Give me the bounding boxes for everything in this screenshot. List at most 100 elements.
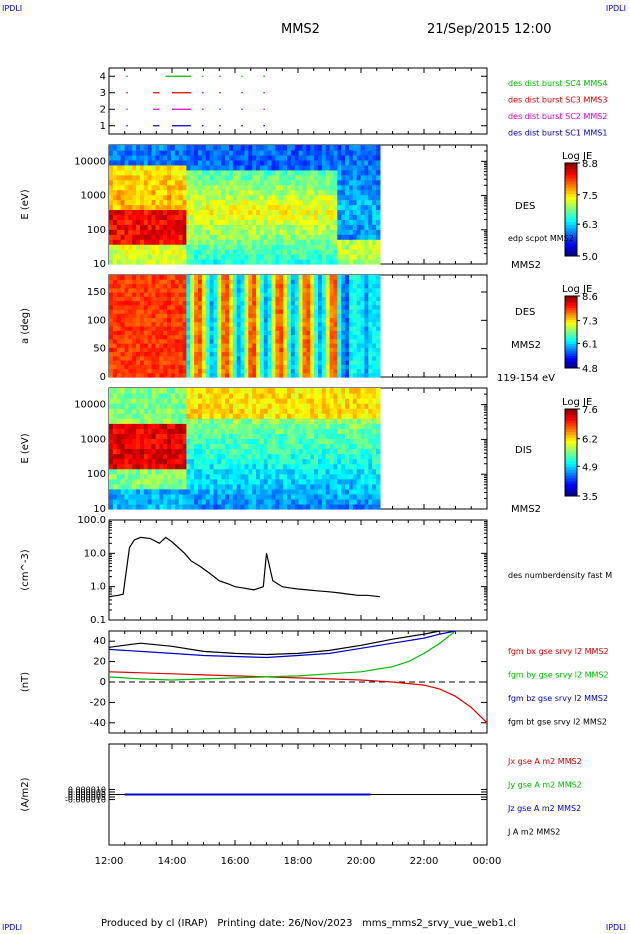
des-energy-cell <box>136 219 141 225</box>
dis-energy-cell <box>159 438 164 445</box>
dis-energy-cell <box>221 398 226 404</box>
des-pitch-cell <box>271 360 277 365</box>
des-energy-cell <box>128 199 133 206</box>
des-energy-cell <box>128 254 133 260</box>
des-pitch-cell <box>310 300 315 306</box>
des-energy-cell <box>143 229 149 235</box>
des-energy-cell <box>348 224 354 230</box>
des-pitch-cell <box>310 292 315 297</box>
des-pitch-cell <box>321 364 327 370</box>
des-energy-cell <box>360 244 366 250</box>
dis-energy-cell <box>190 458 195 465</box>
des-pitch-cell <box>167 360 172 365</box>
dis-energy-cell <box>259 388 265 394</box>
des-energy-cell <box>279 145 284 151</box>
des-pitch-cell <box>314 330 319 336</box>
des-pitch-cell <box>163 275 168 280</box>
des-energy-cell <box>333 179 338 186</box>
dis-energy-cell <box>252 468 257 475</box>
dis-energy-cell <box>228 388 234 394</box>
des-energy-cell <box>368 184 373 191</box>
dis-energy-cell <box>271 493 277 500</box>
dis-energy-cell <box>194 498 199 505</box>
des-energy-cell <box>352 209 358 216</box>
des-energy-cell <box>244 214 249 220</box>
des-energy-cell <box>256 204 261 211</box>
des-pitch-cell <box>244 360 249 365</box>
des-pitch-cell <box>298 355 304 361</box>
des-energy-cell <box>136 244 141 250</box>
des-pitch-cell <box>132 368 137 374</box>
des-pitch-cell <box>182 309 187 314</box>
des-energy-cell <box>209 209 215 216</box>
dis-energy-cell <box>136 393 141 399</box>
des-energy-cell <box>337 244 342 250</box>
des-energy-cell <box>209 244 215 250</box>
des-energy-label-mms: MMS2 <box>511 260 541 271</box>
dis-energy-cell <box>167 428 172 434</box>
des-energy-cell <box>364 194 369 201</box>
des-pitch-cell <box>333 372 338 378</box>
des-energy-cell <box>182 234 187 240</box>
des-energy-cell <box>178 234 184 240</box>
dis-energy-cell <box>155 388 160 394</box>
dis-energy-cell <box>221 393 226 399</box>
des-energy-cell <box>356 169 362 176</box>
des-energy-cell <box>163 169 168 176</box>
des-energy-cell <box>252 224 257 230</box>
dis-energy-cell <box>198 503 203 510</box>
des-pitch-cell <box>279 360 284 365</box>
dis-energy-cell <box>178 443 184 450</box>
dis-energy-cell <box>275 438 280 445</box>
dis-energy-cell <box>267 423 273 429</box>
des-pitch-cell <box>356 343 362 348</box>
des-pitch-cell <box>198 309 203 314</box>
dis-energy-cell <box>194 453 199 460</box>
des-pitch-cell <box>294 334 300 340</box>
des-energy-colorbar-cell <box>565 175 577 179</box>
des-energy-cell <box>225 194 230 201</box>
dis-energy-cell <box>263 473 269 480</box>
des-energy-cell <box>256 174 261 181</box>
des-pitch-cell <box>364 275 369 280</box>
dis-energy-cell <box>136 388 141 394</box>
des-pitch-cell <box>329 275 335 280</box>
des-pitch-cell <box>372 338 377 344</box>
des-pitch-cell <box>259 338 265 344</box>
dis-energy-cell <box>287 498 292 505</box>
dis-energy-cell <box>120 428 126 434</box>
des-pitch-cell <box>244 330 249 336</box>
des-energy-cell <box>112 145 118 151</box>
des-pitch-cell <box>256 296 261 302</box>
des-energy-cell <box>112 239 118 245</box>
dis-energy-cell <box>186 413 191 419</box>
dis-energy-cell <box>151 493 157 500</box>
dis-energy-cell <box>248 448 253 455</box>
des-energy-cell <box>321 149 327 156</box>
des-energy-cell <box>151 149 157 156</box>
des-energy-colorbar-tick-label: 5.0 <box>582 252 598 263</box>
dis-energy-cell <box>132 413 137 419</box>
dis-energy-cell <box>271 423 277 429</box>
des-energy-cell <box>310 179 315 186</box>
des-pitch-cell <box>151 313 157 319</box>
des-energy-cell <box>364 209 369 216</box>
des-pitch-cell <box>240 304 246 310</box>
des-pitch-cell <box>345 317 350 323</box>
des-energy-cell <box>259 149 265 156</box>
des-energy-cell <box>198 159 203 166</box>
des-energy-cell <box>321 145 327 151</box>
des-pitch-cell <box>275 279 280 285</box>
des-pitch-cell <box>128 364 133 370</box>
des-pitch-cell <box>329 330 335 336</box>
des-energy-cell <box>287 189 292 196</box>
des-energy-cell <box>275 229 280 235</box>
des-pitch-cell <box>151 334 157 340</box>
des-energy-cell <box>252 194 257 201</box>
dis-energy-cell <box>259 403 265 409</box>
des-pitch-cell <box>314 317 319 323</box>
des-pitch-cell <box>244 304 249 310</box>
des-pitch-cell <box>143 321 149 327</box>
dis-energy-cell <box>182 498 187 505</box>
des-energy-cell <box>333 219 338 225</box>
